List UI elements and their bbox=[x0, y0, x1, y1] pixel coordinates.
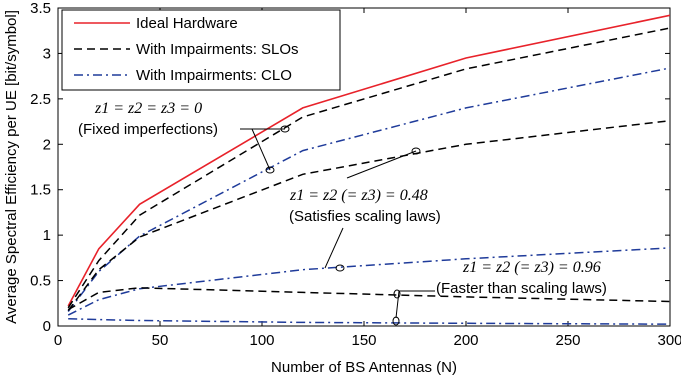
x-axis-label: Number of BS Antennas (N) bbox=[271, 359, 457, 376]
legend: Ideal Hardware With Impairments: SLOs Wi… bbox=[61, 9, 341, 91]
x-tick-label-1: 50 bbox=[152, 332, 169, 349]
annotation-marker-scaling-slo bbox=[411, 147, 421, 155]
x-tick-label-0: 0 bbox=[54, 332, 62, 349]
legend-label-clo: With Impairments: CLO bbox=[136, 67, 292, 84]
series-line-6 bbox=[68, 317, 670, 325]
y-tick-label-5: 2.5 bbox=[30, 91, 51, 108]
x-tick-label-4: 200 bbox=[453, 332, 478, 349]
annotation-pointer-scaling-b bbox=[324, 227, 344, 269]
series-line-5 bbox=[67, 287, 670, 311]
series-line-3 bbox=[67, 119, 670, 312]
annotation-math-fixed: z1 = z2 = z3 = 0 bbox=[94, 100, 202, 117]
annotation-text-faster: (Faster than scaling laws) bbox=[436, 280, 607, 297]
annotation-math-faster: z1 = z2 (= z3) = 0.96 bbox=[462, 259, 601, 276]
y-tick-label-3: 1.5 bbox=[30, 182, 51, 199]
y-tick-label-6: 3 bbox=[43, 45, 51, 62]
y-tick-label-0: 0 bbox=[43, 318, 51, 335]
series-line-1 bbox=[67, 27, 670, 309]
annotation-pointer-fixed-b bbox=[251, 128, 271, 171]
annotation-marker-scaling-clo bbox=[335, 264, 345, 272]
series-line-2 bbox=[67, 67, 670, 312]
legend-label-slos: With Impairments: SLOs bbox=[136, 41, 299, 58]
annotation-marker-faster-slo bbox=[393, 289, 401, 299]
annotation-fixed-imperfections: z1 = z2 = z3 = 0 (Fixed imperfections) bbox=[78, 100, 290, 174]
x-tick-label-3: 150 bbox=[351, 332, 376, 349]
annotation-marker-fixed-clo bbox=[265, 166, 275, 174]
x-tick-label-6: 300 bbox=[657, 332, 681, 349]
annotation-text-fixed: (Fixed imperfections) bbox=[78, 121, 218, 138]
series-line-4 bbox=[67, 247, 670, 316]
x-tick-label-5: 250 bbox=[555, 332, 580, 349]
annotation-marker-faster-clo bbox=[392, 316, 400, 326]
annotation-math-scaling: z1 = z2 (= z3) = 0.48 bbox=[289, 187, 428, 204]
annotation-text-scaling: (Satisfies scaling laws) bbox=[289, 208, 441, 225]
y-tick-label-4: 2 bbox=[43, 136, 51, 153]
y-tick-label-1: 0.5 bbox=[30, 273, 51, 290]
legend-label-ideal: Ideal Hardware bbox=[136, 15, 238, 32]
y-axis-label: Average Spectral Efficiency per UE [bit/… bbox=[3, 10, 20, 324]
x-tick-label-2: 100 bbox=[249, 332, 274, 349]
series-layer bbox=[67, 14, 670, 325]
annotation-pointer-scaling-a bbox=[346, 150, 417, 179]
y-tick-label-2: 1 bbox=[43, 227, 51, 244]
annotation-faster-scaling: z1 = z2 (= z3) = 0.96 (Faster than scali… bbox=[392, 259, 607, 326]
annotation-scaling-laws: z1 = z2 (= z3) = 0.48 (Satisfies scaling… bbox=[289, 147, 441, 272]
y-tick-label-7: 3.5 bbox=[30, 0, 51, 17]
annotation-marker-fixed-slo bbox=[280, 125, 290, 133]
series-line-0 bbox=[67, 14, 670, 307]
ticks: 0 50 100 150 200 250 300 0 0.5 1 1.5 2 2.5 3 3.5 bbox=[30, 0, 681, 349]
